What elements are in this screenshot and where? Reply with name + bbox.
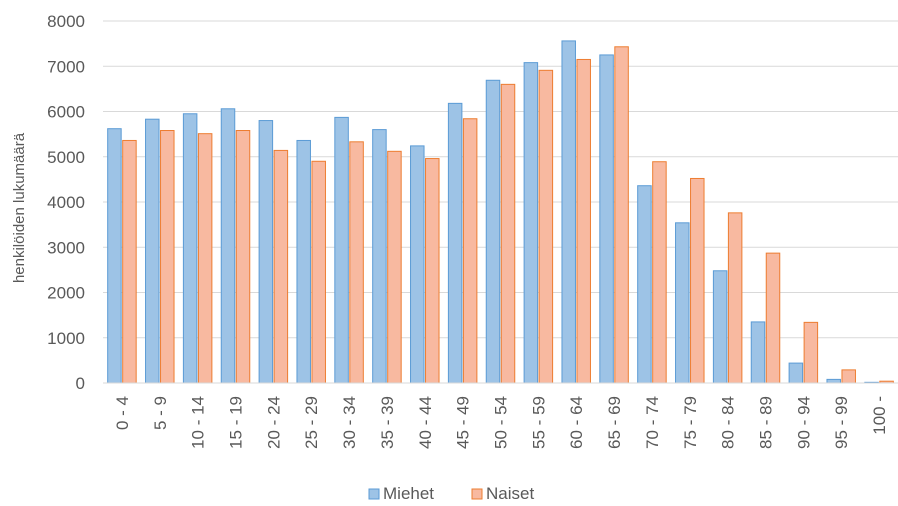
bar-naiset-45-49 bbox=[462, 118, 478, 384]
bar-naiset-55-59 bbox=[538, 69, 554, 384]
x-tick-label: 95 - 99 bbox=[832, 396, 851, 449]
y-tick-label: 8000 bbox=[47, 12, 85, 31]
bar-naiset-95-99 bbox=[841, 369, 856, 384]
x-tick-label: 40 - 44 bbox=[416, 396, 435, 449]
bar-naiset-90-94 bbox=[803, 321, 819, 384]
x-tick-label: 100 - bbox=[870, 396, 889, 435]
bar-naiset-85-89 bbox=[765, 252, 781, 384]
bar-miehet-0-4 bbox=[107, 128, 122, 384]
y-tick-label: 3000 bbox=[47, 238, 85, 257]
bar-naiset-25-29 bbox=[311, 160, 326, 384]
bar-miehet-80-84 bbox=[712, 270, 728, 384]
bar-miehet-55-59 bbox=[523, 62, 539, 384]
x-tick-label: 60 - 64 bbox=[567, 396, 586, 449]
y-tick-label: 0 bbox=[76, 374, 85, 393]
x-tick-label: 5 - 9 bbox=[151, 396, 170, 430]
bar-miehet-45-49 bbox=[447, 102, 463, 384]
bar-naiset-0-4 bbox=[122, 139, 137, 384]
bar-miehet-65-69 bbox=[599, 54, 614, 384]
bar-naiset-80-84 bbox=[727, 212, 743, 384]
bar-miehet-85-89 bbox=[750, 321, 766, 384]
x-tick-label: 90 - 94 bbox=[794, 396, 813, 449]
bar-naiset-10-14 bbox=[197, 133, 213, 384]
bar-naiset-70-74 bbox=[652, 161, 667, 384]
legend-label-miehet: Miehet bbox=[383, 484, 434, 503]
x-tick-label: 65 - 69 bbox=[605, 396, 624, 449]
bar-miehet-40-44 bbox=[410, 145, 425, 384]
y-axis-ticks: 0 1000 2000 3000 4000 5000 6000 7000 8000 bbox=[47, 12, 85, 393]
bar-miehet-20-24 bbox=[258, 120, 274, 384]
legend-label-naiset: Naiset bbox=[486, 484, 534, 503]
bar-miehet-70-74 bbox=[637, 185, 652, 384]
x-tick-label: 25 - 29 bbox=[302, 396, 321, 449]
bar-naiset-5-9 bbox=[160, 130, 175, 384]
y-tick-label: 1000 bbox=[47, 329, 85, 348]
y-axis-label: henkilöiden lukumäärä bbox=[11, 132, 28, 283]
gridlines bbox=[103, 20, 898, 339]
bar-naiset-60-64 bbox=[576, 58, 591, 384]
x-tick-label: 80 - 84 bbox=[719, 396, 738, 449]
x-tick-label: 70 - 74 bbox=[643, 396, 662, 449]
bar-naiset-20-24 bbox=[273, 149, 289, 384]
legend-swatch-miehet bbox=[368, 488, 380, 500]
x-tick-label: 15 - 19 bbox=[227, 396, 246, 449]
legend-swatch-naiset bbox=[471, 488, 483, 500]
y-tick-label: 4000 bbox=[47, 193, 85, 212]
legend: Miehet Naiset bbox=[368, 484, 534, 503]
x-tick-label: 45 - 49 bbox=[454, 396, 473, 449]
bar-miehet-30-34 bbox=[334, 116, 349, 384]
bar-naiset-65-69 bbox=[614, 46, 629, 384]
x-tick-label: 10 - 14 bbox=[189, 396, 208, 449]
x-tick-label: 50 - 54 bbox=[492, 396, 511, 449]
bar-miehet-50-54 bbox=[485, 79, 501, 384]
x-tick-label: 75 - 79 bbox=[681, 396, 700, 449]
y-tick-label: 5000 bbox=[47, 148, 85, 167]
bar-naiset-75-79 bbox=[690, 177, 705, 384]
bars bbox=[107, 40, 894, 384]
x-tick-label: 20 - 24 bbox=[264, 396, 283, 449]
bar-naiset-50-54 bbox=[500, 83, 516, 384]
x-tick-label: 35 - 39 bbox=[378, 396, 397, 449]
y-tick-label: 6000 bbox=[47, 103, 85, 122]
bar-miehet-15-19 bbox=[220, 108, 236, 384]
x-tick-label: 30 - 34 bbox=[340, 396, 359, 449]
bar-naiset-30-34 bbox=[349, 141, 364, 384]
bar-miehet-60-64 bbox=[561, 40, 576, 384]
y-tick-label: 7000 bbox=[47, 57, 85, 76]
bar-miehet-95-99 bbox=[826, 378, 841, 384]
bar-naiset-35-39 bbox=[387, 150, 402, 384]
x-axis-ticks: 0 - 4 5 - 9 10 - 14 15 - 19 20 - 24 25 - 29 30… bbox=[113, 396, 889, 449]
x-tick-label: 55 - 59 bbox=[529, 396, 548, 449]
bar-miehet-10-14 bbox=[182, 113, 198, 384]
bar-naiset-40-44 bbox=[425, 158, 440, 384]
y-tick-label: 2000 bbox=[47, 284, 85, 303]
bar-miehet-90-94 bbox=[788, 362, 804, 384]
bar-miehet-25-29 bbox=[296, 139, 311, 384]
bar-miehet-5-9 bbox=[145, 118, 160, 384]
x-tick-label: 0 - 4 bbox=[113, 396, 132, 430]
bar-miehet-35-39 bbox=[372, 129, 387, 384]
x-tick-label: 85 - 89 bbox=[757, 396, 776, 449]
bar-miehet-75-79 bbox=[675, 222, 690, 384]
bar-naiset-15-19 bbox=[235, 130, 251, 384]
